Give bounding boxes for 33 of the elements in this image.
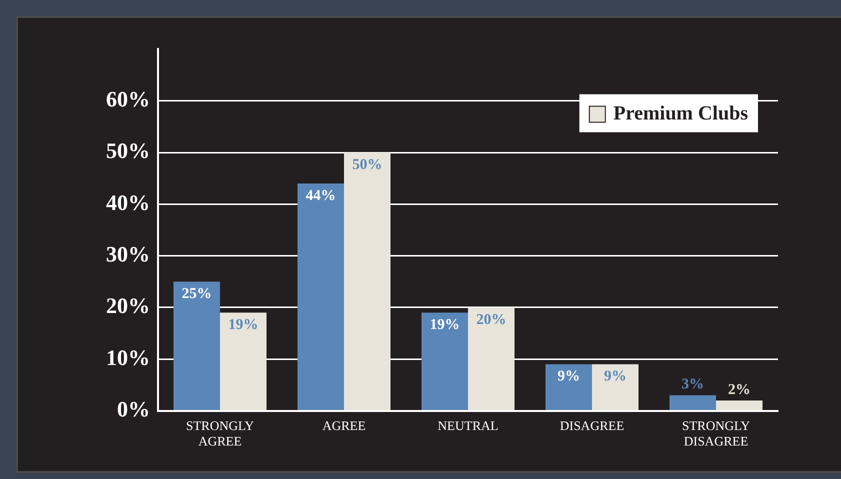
bar <box>422 312 468 410</box>
data-label: 19% <box>430 317 460 334</box>
data-label: 3% <box>682 376 704 393</box>
legend-label: Premium Clubs <box>613 102 748 124</box>
data-label: 25% <box>182 286 212 302</box>
y-tick-label: 50% <box>106 138 150 164</box>
x-tick-label: STRONGLY DISAGREE <box>682 418 751 449</box>
bar <box>468 307 514 410</box>
data-label: 9% <box>604 368 626 385</box>
y-tick-label: 10% <box>106 344 150 370</box>
bar <box>344 152 390 410</box>
y-tick-label: 60% <box>106 86 150 112</box>
data-label: 44% <box>306 188 336 204</box>
y-tick-label: 0% <box>117 396 150 422</box>
bar <box>592 364 638 410</box>
data-label: 2% <box>728 382 750 398</box>
x-tick-label: NEUTRAL <box>438 418 498 434</box>
bar <box>174 282 220 410</box>
data-label: 20% <box>476 312 506 328</box>
bar <box>220 312 266 410</box>
x-tick-label: STRONGLY AGREE <box>186 418 255 449</box>
data-label: 50% <box>352 156 382 173</box>
x-tick-label: AGREE <box>322 418 366 434</box>
bar <box>670 395 716 410</box>
bar <box>716 400 762 410</box>
x-tick-label: DISAGREE <box>560 418 624 434</box>
y-tick-label: 20% <box>106 293 150 318</box>
bar <box>546 364 592 410</box>
y-tick-label: 40% <box>106 190 150 215</box>
data-label: 19% <box>228 317 258 334</box>
y-tick-label: 30% <box>106 242 150 267</box>
data-label: 9% <box>558 368 580 385</box>
bar <box>298 184 344 410</box>
